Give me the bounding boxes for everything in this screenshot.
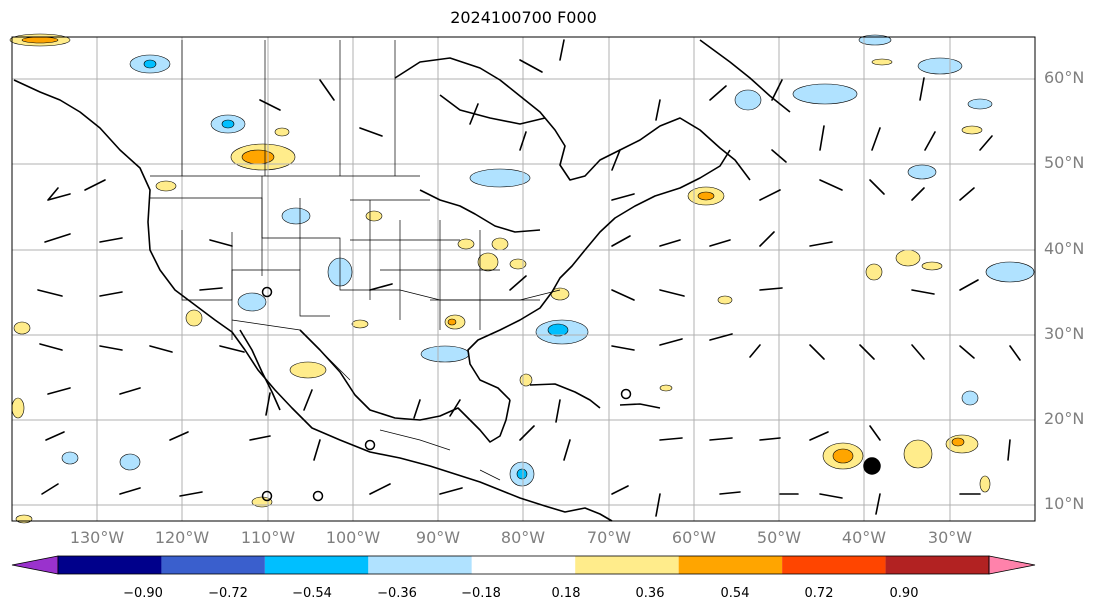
colorbar-tick: −0.90 (123, 586, 163, 601)
map-title: 2024100700 F000 (450, 8, 597, 27)
wind-barbs (37, 39, 1021, 517)
colorbar-tick: −0.36 (377, 586, 417, 601)
lon-label-110w: 110°W (240, 528, 296, 547)
colorbar-tick: 0.54 (720, 586, 750, 601)
colorbar-tick: 0.90 (889, 586, 919, 601)
colorbar-tick: −0.72 (208, 586, 248, 601)
political-borders (150, 40, 561, 481)
lon-label-90w: 90°W (415, 528, 461, 547)
colorbar-extend-high (988, 555, 1036, 575)
lon-label-100w: 100°W (325, 528, 381, 547)
station-markers (261, 286, 881, 502)
colorbar-tick: −0.18 (461, 586, 501, 601)
colorbar-tick: 0.18 (551, 586, 581, 601)
lon-label-70w: 70°W (586, 528, 632, 547)
lon-label-50w: 50°W (756, 528, 802, 547)
lat-label-50n: 50°N (1044, 153, 1085, 172)
lat-label-20n: 20°N (1044, 409, 1085, 428)
colorbar-segment (885, 556, 989, 574)
lon-label-40w: 40°W (841, 528, 887, 547)
coastlines (13, 39, 791, 522)
colorbar (11, 555, 1036, 575)
lon-label-120w: 120°W (154, 528, 210, 547)
colorbar-tick: 0.36 (635, 586, 665, 601)
colorbar-border (57, 555, 990, 575)
colorbar-segment (575, 556, 679, 574)
colorbar-extend-low (11, 555, 59, 575)
colorbar-segment (471, 556, 576, 574)
lon-label-60w: 60°W (671, 528, 717, 547)
lon-label-130w: 130°W (69, 528, 125, 547)
colorbar-tick: 0.72 (804, 586, 834, 601)
lon-label-30w: 30°W (927, 528, 973, 547)
lat-label-10n: 10°N (1044, 494, 1085, 513)
colorbar-segment (161, 556, 265, 574)
colorbar-segment (368, 556, 472, 574)
colorbar-segment (264, 556, 369, 574)
lat-label-40n: 40°N (1044, 239, 1085, 258)
colorbar-segment (58, 556, 162, 574)
colorbar-segment (678, 556, 783, 574)
lon-label-80w: 80°W (500, 528, 546, 547)
colorbar-tick: −0.54 (292, 586, 332, 601)
lat-label-60n: 60°N (1044, 68, 1085, 87)
colorbar-segment (782, 556, 886, 574)
lat-label-30n: 30°N (1044, 324, 1085, 343)
